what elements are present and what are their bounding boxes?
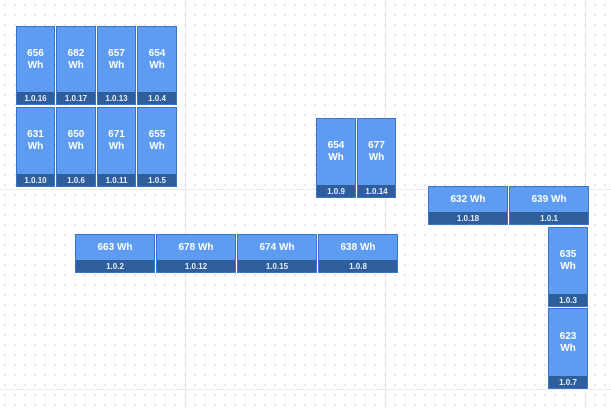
solar-panel-1-0-7[interactable]: 623 Wh 1.0.7 xyxy=(548,308,588,389)
panel-id-label: 1.0.9 xyxy=(317,185,355,197)
solar-panel-1-0-12[interactable]: 678 Wh 1.0.12 xyxy=(156,234,236,273)
panel-energy: 631 Wh xyxy=(27,129,44,152)
solar-panel-1-0-13[interactable]: 657 Wh 1.0.13 xyxy=(97,26,136,105)
panel-id-label: 1.0.3 xyxy=(549,294,587,306)
solar-panel-1-0-6[interactable]: 650 Wh 1.0.6 xyxy=(56,107,96,187)
panel-energy: 632 Wh xyxy=(450,193,486,205)
panel-id-label: 1.0.8 xyxy=(319,260,397,272)
panel-energy: 638 Wh xyxy=(340,241,376,253)
panel-energy: 674 Wh xyxy=(259,241,295,253)
panel-energy: 635 Wh xyxy=(559,249,577,272)
solar-panel-1-0-8[interactable]: 638 Wh 1.0.8 xyxy=(318,234,398,273)
panel-energy: 654 Wh xyxy=(148,47,166,71)
solar-panel-1-0-5[interactable]: 655 Wh 1.0.5 xyxy=(137,107,177,187)
panel-id-label: 1.0.11 xyxy=(98,174,135,186)
solar-panel-1-0-10[interactable]: 631 Wh 1.0.10 xyxy=(16,107,55,187)
panel-energy: 623 Wh xyxy=(559,330,577,354)
panel-energy: 655 Wh xyxy=(148,129,166,152)
panel-id-label: 1.0.13 xyxy=(98,92,135,104)
solar-panel-1-0-16[interactable]: 656 Wh 1.0.16 xyxy=(16,26,55,105)
panel-energy: 678 Wh xyxy=(178,241,214,253)
solar-panel-1-0-4[interactable]: 654 Wh 1.0.4 xyxy=(137,26,177,105)
panel-id-label: 1.0.15 xyxy=(238,260,316,272)
panel-energy: 650 Wh xyxy=(67,129,85,152)
solar-panel-1-0-3[interactable]: 635 Wh 1.0.3 xyxy=(548,227,588,307)
panel-id-label: 1.0.1 xyxy=(510,212,588,224)
solar-panel-1-0-18[interactable]: 632 Wh 1.0.18 xyxy=(428,186,508,225)
panel-id-label: 1.0.18 xyxy=(429,212,507,224)
solar-panel-1-0-2[interactable]: 663 Wh 1.0.2 xyxy=(75,234,155,273)
panel-energy: 671 Wh xyxy=(108,129,125,152)
panel-energy: 682 Wh xyxy=(67,47,85,71)
panel-id-label: 1.0.2 xyxy=(76,260,154,272)
panel-energy: 656 Wh xyxy=(27,47,44,71)
solar-panel-1-0-11[interactable]: 671 Wh 1.0.11 xyxy=(97,107,136,187)
panel-id-label: 1.0.16 xyxy=(17,92,54,104)
panel-id-label: 1.0.5 xyxy=(138,174,176,186)
panel-energy: 654 Wh xyxy=(327,140,345,163)
panel-id-label: 1.0.17 xyxy=(57,92,95,104)
panel-energy: 639 Wh xyxy=(531,193,567,205)
solar-panel-1-0-1[interactable]: 639 Wh 1.0.1 xyxy=(509,186,589,225)
panel-id-label: 1.0.10 xyxy=(17,174,54,186)
panel-id-label: 1.0.4 xyxy=(138,92,176,104)
panel-energy: 677 Wh xyxy=(368,140,385,163)
panel-energy: 663 Wh xyxy=(97,241,133,253)
panel-id-label: 1.0.12 xyxy=(157,260,235,272)
solar-panel-1-0-9[interactable]: 654 Wh 1.0.9 xyxy=(316,118,356,198)
solar-panel-1-0-14[interactable]: 677 Wh 1.0.14 xyxy=(357,118,396,198)
panel-id-label: 1.0.7 xyxy=(549,376,587,388)
panel-id-label: 1.0.6 xyxy=(57,174,95,186)
solar-panel-1-0-15[interactable]: 674 Wh 1.0.15 xyxy=(237,234,317,273)
solar-panel-1-0-17[interactable]: 682 Wh 1.0.17 xyxy=(56,26,96,105)
panel-id-label: 1.0.14 xyxy=(358,185,395,197)
panel-energy: 657 Wh xyxy=(108,47,125,71)
